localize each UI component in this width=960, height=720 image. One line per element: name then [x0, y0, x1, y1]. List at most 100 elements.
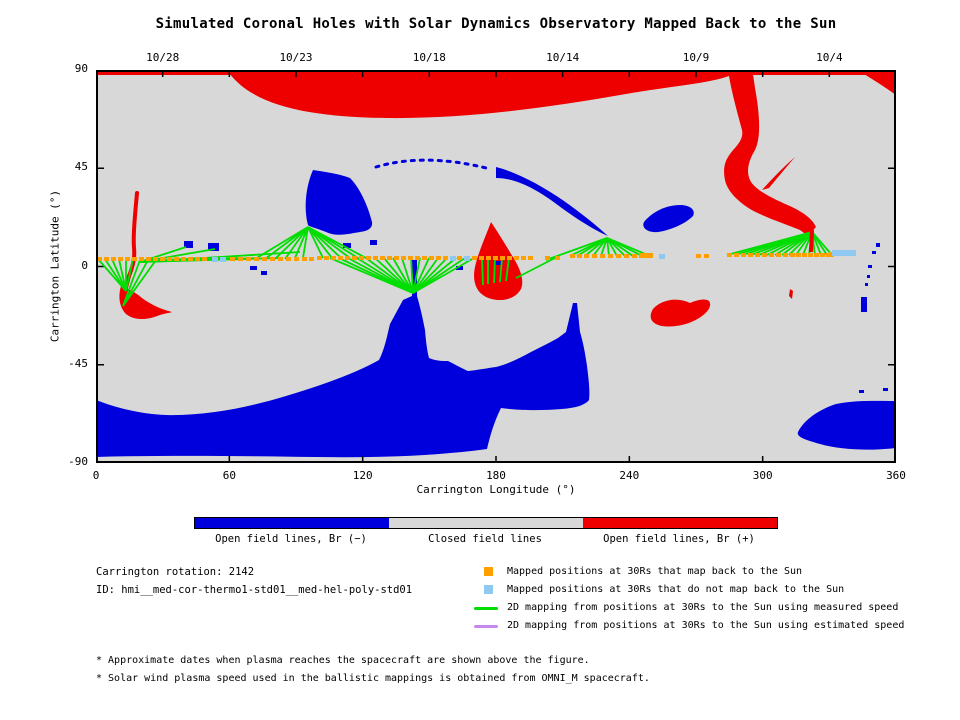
marker-mapped-position	[584, 254, 589, 258]
marker-mapped-position	[570, 254, 575, 258]
marker-mapped-position	[436, 256, 441, 260]
mapping-line-measured	[122, 259, 141, 307]
x-axis-tick-label: 240	[619, 469, 640, 482]
marker-mapped-position	[616, 254, 621, 258]
marker-unmapped-position	[659, 254, 665, 259]
marker-mapped-position	[472, 256, 477, 260]
mapping-line-measured	[412, 257, 475, 294]
marker-mapped-position	[624, 254, 629, 258]
top-axis-date-label: 10/28	[146, 51, 180, 64]
mapping-line-measured	[493, 257, 496, 284]
region-br-minus-north-blob	[305, 170, 373, 235]
legend-estimated-line-icon	[474, 625, 498, 628]
top-axis-date-label: 10/9	[682, 51, 710, 64]
marker-mapped-position	[302, 257, 307, 261]
marker-mapped-position	[97, 257, 102, 261]
y-axis-tick-label: 0	[81, 258, 88, 272]
marker-mapped-position	[188, 257, 193, 261]
marker-mapped-position	[118, 257, 123, 261]
chart-title: Simulated Coronal Holes with Solar Dynam…	[155, 16, 837, 32]
mapping-line-measured	[307, 226, 324, 259]
marker-mapped-position	[174, 257, 179, 261]
top-axis-date-label: 10/18	[412, 51, 446, 64]
marker-mapped-position	[528, 256, 533, 260]
mapping-line-measured	[410, 257, 414, 294]
marker-mapped-position	[104, 257, 109, 261]
marker-mapped-position	[704, 254, 709, 258]
marker-mapped-position	[741, 253, 746, 257]
mapping-line-measured	[118, 258, 127, 292]
region-br-plus-top-right-corner	[864, 74, 896, 95]
marker-mapped-position	[592, 254, 597, 258]
marker-mapped-position	[262, 257, 267, 261]
mapping-line-measured	[274, 226, 309, 260]
region-br-minus-north-band	[496, 167, 608, 236]
region-br-minus-south-polar-mass	[96, 260, 590, 458]
marker-mapped-position	[146, 257, 151, 261]
mapping-line-measured	[122, 259, 149, 307]
marker-mapped-position	[555, 256, 560, 260]
marker-mapped-position	[796, 253, 801, 257]
coronal-hole-map	[96, 70, 896, 463]
marker-mapped-position	[479, 256, 484, 260]
marker-mapped-position	[639, 253, 653, 258]
top-axis-date-label: 10/14	[546, 51, 580, 64]
marker-mapped-position	[294, 257, 299, 261]
mapping-line-measured	[401, 257, 414, 294]
region-br-plus-southeast-blob	[650, 299, 711, 327]
marker-mapped-position	[139, 257, 144, 261]
marker-mapped-position	[230, 257, 235, 261]
marker-mapped-position	[429, 256, 434, 260]
marker-unmapped-position	[832, 250, 856, 256]
marker-mapped-position	[238, 257, 243, 261]
colorbar-segment-br-minus	[195, 518, 389, 528]
mapping-line-measured	[104, 258, 127, 292]
mapping-line-measured	[97, 258, 127, 292]
marker-unmapped-position	[464, 256, 470, 261]
mapping-line-measured	[584, 237, 608, 257]
region-br-minus-north-arc-dotted	[374, 158, 492, 171]
legend-label-unmapped: Mapped positions at 30Rs that do not map…	[507, 584, 845, 595]
marker-mapped-position	[755, 253, 760, 257]
marker-mapped-position	[195, 257, 200, 261]
marker-mapped-position	[776, 253, 781, 257]
top-axis-date-label: 10/23	[279, 51, 313, 64]
marker-mapped-position	[762, 253, 767, 257]
marker-mapped-position	[820, 253, 825, 257]
marker-mapped-position	[829, 252, 834, 257]
marker-mapped-position	[366, 256, 371, 260]
marker-mapped-position	[394, 256, 399, 260]
marker-mapped-position	[443, 256, 448, 260]
mapping-line-measured	[264, 226, 309, 260]
marker-mapped-position	[632, 254, 637, 258]
marker-mapped-position	[521, 256, 526, 260]
mapping-line-measured	[284, 226, 309, 260]
model-id-text: ID: hmi__med-cor-thermo1-std01__med-hel-…	[96, 584, 413, 596]
mapping-line-measured	[294, 226, 309, 259]
marker-mapped-position	[202, 257, 207, 261]
legend-mapped-square-icon	[484, 567, 493, 576]
mapping-line-measured	[302, 226, 309, 259]
marker-mapped-position	[507, 256, 512, 260]
y-axis-tick-label: 45	[74, 160, 88, 174]
mapping-line-measured	[795, 231, 813, 256]
marker-mapped-position	[408, 256, 413, 260]
mapping-line-measured	[122, 259, 157, 307]
region-br-plus-west-crescent	[119, 286, 172, 320]
marker-mapped-position	[345, 256, 350, 260]
footnote-dates: * Approximate dates when plasma reaches …	[96, 655, 590, 666]
mapping-line-measured	[392, 257, 414, 294]
y-axis-tick-label: -45	[68, 356, 88, 370]
marker-mapped-position	[422, 256, 427, 260]
carrington-rotation-text: Carrington rotation: 2142	[96, 566, 255, 578]
x-axis-tick-label: 360	[886, 469, 906, 482]
x-axis-tick-label: 120	[352, 469, 373, 482]
marker-mapped-position	[380, 256, 385, 260]
mapping-line-measured	[307, 226, 367, 259]
legend-unmapped-square-icon	[484, 585, 493, 594]
marker-mapped-position	[802, 253, 807, 257]
mapping-line-measured	[111, 258, 127, 292]
mapping-line-measured	[125, 258, 134, 292]
top-axis-date-label: 10/4	[816, 51, 843, 64]
marker-mapped-position	[826, 253, 831, 257]
